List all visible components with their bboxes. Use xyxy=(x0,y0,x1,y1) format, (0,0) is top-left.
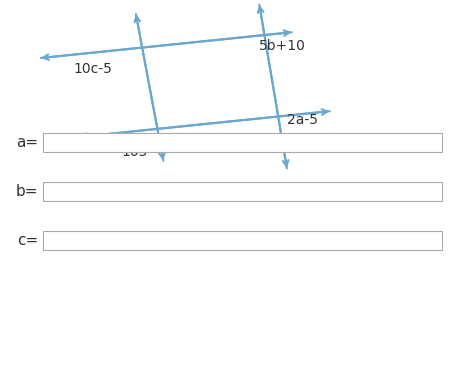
Text: 2a-5: 2a-5 xyxy=(287,113,318,127)
Text: c=: c= xyxy=(17,233,38,248)
Text: 5b+10: 5b+10 xyxy=(259,39,306,53)
Bar xyxy=(43,133,442,152)
Bar xyxy=(43,182,442,201)
Text: b=: b= xyxy=(16,184,38,199)
Text: 10c-5: 10c-5 xyxy=(73,62,112,76)
Text: a=: a= xyxy=(16,135,38,150)
Text: 105°: 105° xyxy=(121,145,154,159)
Bar xyxy=(43,231,442,250)
